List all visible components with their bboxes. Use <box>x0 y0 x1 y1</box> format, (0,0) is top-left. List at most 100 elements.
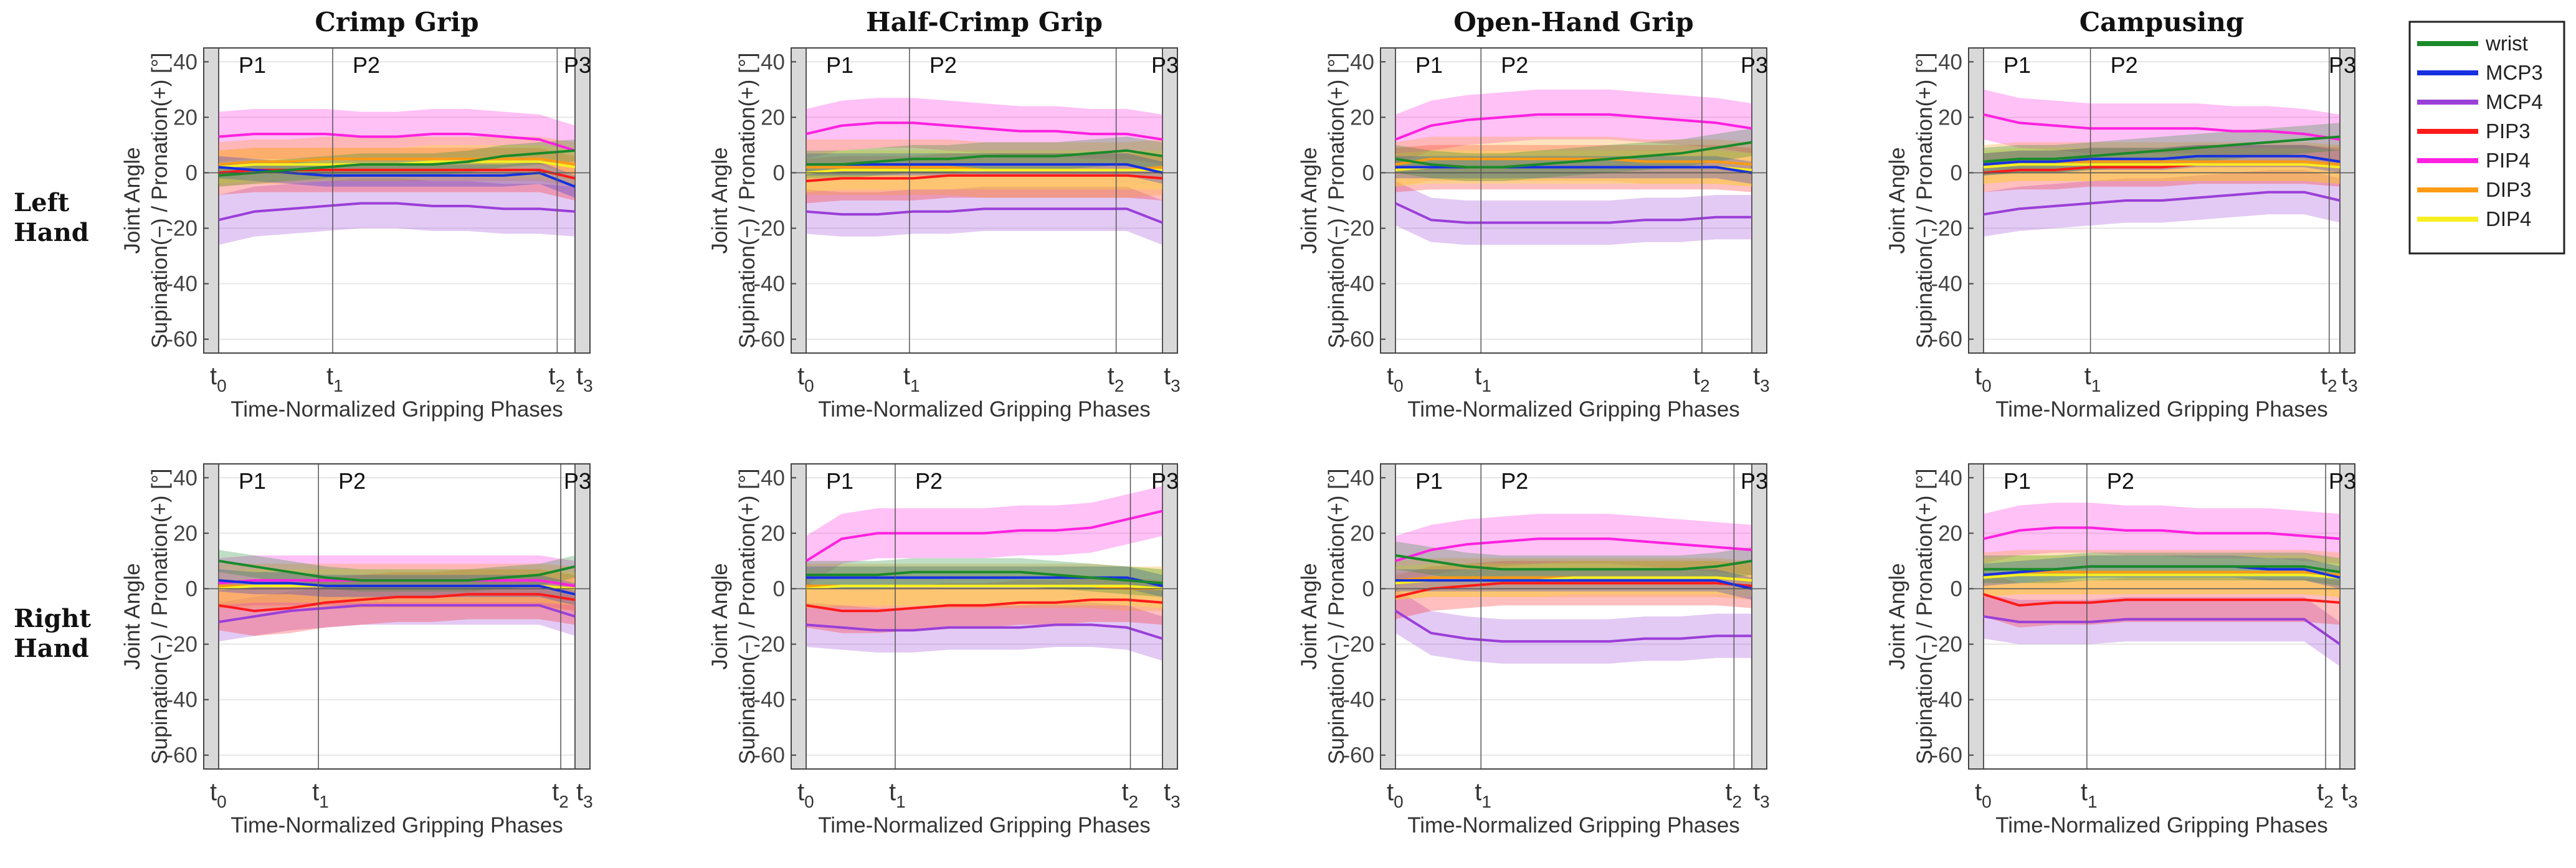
column-title: Campusing <box>2079 7 2245 37</box>
phase-label-p2: P2 <box>2107 468 2134 494</box>
time-marker-base: t <box>326 362 333 390</box>
plot-area <box>1969 464 2355 769</box>
time-marker-base: t <box>2321 362 2327 390</box>
ytick-label: -60 <box>753 743 785 768</box>
time-marker-base: t <box>1975 778 1982 806</box>
band-pip4 <box>806 98 1162 165</box>
post-phase-block <box>1751 463 1767 770</box>
ytick-label: 40 <box>173 466 197 490</box>
line-dip4 <box>1983 573 2341 579</box>
plot-area <box>204 48 590 353</box>
band-dip3 <box>1984 142 2340 184</box>
legend-label-dip4: DIP4 <box>2486 207 2531 230</box>
time-marker-t1: t1 <box>903 362 920 395</box>
ytick-label: -20 <box>1343 217 1374 241</box>
ytick-label: 40 <box>1350 50 1374 74</box>
time-marker-base: t <box>576 362 583 390</box>
time-marker-base: t <box>1753 778 1760 806</box>
pre-phase-block <box>1380 47 1396 354</box>
time-marker-base: t <box>797 778 804 806</box>
band-pip4 <box>1984 502 2340 564</box>
xlabel: Time-Normalized Gripping Phases <box>231 813 563 837</box>
ytick-label: 0 <box>1362 161 1374 185</box>
plot-area <box>204 464 590 769</box>
ylabel-line1: Joint Angle <box>1885 147 1909 253</box>
line-mcp4 <box>806 623 1163 640</box>
ytick-label: -60 <box>1343 328 1374 352</box>
phase-label-p1: P1 <box>1415 468 1443 494</box>
xlabel: Time-Normalized Gripping Phases <box>1407 397 1740 422</box>
band-mcp4 <box>806 186 1162 245</box>
phase-label-p3: P3 <box>2329 468 2356 494</box>
phase-label-p3: P3 <box>564 468 591 494</box>
line-pip3 <box>806 598 1163 613</box>
ylabel-line2: Supination(−) / Pronation(+) [°] <box>1324 52 1349 348</box>
time-marker-sub: 2 <box>556 376 566 395</box>
time-marker-base: t <box>210 778 217 806</box>
ytick-label: -40 <box>1343 272 1374 296</box>
ylabel-line2: Supination(−) / Pronation(+) [°] <box>1913 468 1937 764</box>
line-mcp4 <box>1983 615 2341 646</box>
time-marker-t2: t2 <box>2317 778 2334 811</box>
ytick-label: 40 <box>761 50 785 74</box>
time-marker-base: t <box>2341 778 2348 806</box>
line-pip4 <box>1395 537 1752 562</box>
time-marker-sub: 3 <box>583 376 593 395</box>
phase-label-p2: P2 <box>929 52 957 78</box>
line-pip4 <box>805 509 1163 562</box>
line-dip4 <box>806 169 1162 174</box>
post-phase-block <box>574 47 591 354</box>
ytick-label: -60 <box>1931 743 1962 768</box>
time-marker-t3: t3 <box>2341 362 2358 395</box>
time-marker-sub: 2 <box>1129 792 1139 811</box>
line-mcp4 <box>1983 191 2341 216</box>
time-marker-base: t <box>312 778 319 806</box>
time-marker-sub: 2 <box>1732 792 1742 811</box>
time-marker-sub: 0 <box>217 792 227 811</box>
time-marker-sub: 1 <box>319 792 329 811</box>
post-phase-block <box>574 463 591 770</box>
ytick-label: 0 <box>773 577 785 601</box>
time-marker-t0: t0 <box>1975 362 1992 395</box>
ytick-label: -20 <box>1931 217 1962 241</box>
line-mcp4 <box>1395 202 1752 224</box>
column-title: Half-Crimp Grip <box>866 7 1103 37</box>
axes-frame <box>1968 47 2355 354</box>
time-marker-sub: 3 <box>1760 792 1770 811</box>
ylabel-line1: Joint Angle <box>1297 563 1321 669</box>
time-marker-t0: t0 <box>797 362 814 395</box>
line-pip3 <box>1983 593 2341 607</box>
line-pip4 <box>806 121 1163 141</box>
ytick-label: -40 <box>753 272 785 296</box>
legend-label-pip3: PIP3 <box>2486 120 2531 143</box>
line-mcp3 <box>1983 154 2341 166</box>
ytick-label: 40 <box>1938 466 1962 490</box>
axes-frame <box>1380 47 1767 354</box>
time-marker-t1: t1 <box>312 778 329 811</box>
row-label: Right <box>14 604 91 633</box>
ytick-label: -40 <box>166 688 197 712</box>
line-mcp3 <box>806 163 1163 174</box>
ylabel-line1: Joint Angle <box>1885 563 1909 669</box>
ytick-label: 40 <box>1938 50 1962 74</box>
post-phase-block <box>1162 463 1178 770</box>
axes-frame <box>791 463 1178 770</box>
pre-phase-block <box>1968 463 1984 770</box>
time-marker-sub: 2 <box>2327 376 2337 395</box>
time-marker-t2: t2 <box>1108 362 1124 395</box>
xlabel: Time-Normalized Gripping Phases <box>1995 397 2328 422</box>
column-titles: Crimp Grip Half-Crimp Grip Open-Hand Grip C… <box>315 7 2244 37</box>
time-marker-sub: 1 <box>1481 376 1491 395</box>
time-marker-base: t <box>576 778 583 806</box>
post-phase-block <box>2339 463 2355 770</box>
time-marker-t1: t1 <box>1475 778 1491 811</box>
line-pip3 <box>1395 582 1752 598</box>
ytick-label: 20 <box>173 105 197 130</box>
time-marker-base: t <box>1975 362 1982 390</box>
phase-label-p1: P1 <box>826 52 853 78</box>
ytick-label: 0 <box>773 161 785 185</box>
legend-label-mcp3: MCP3 <box>2486 61 2543 84</box>
